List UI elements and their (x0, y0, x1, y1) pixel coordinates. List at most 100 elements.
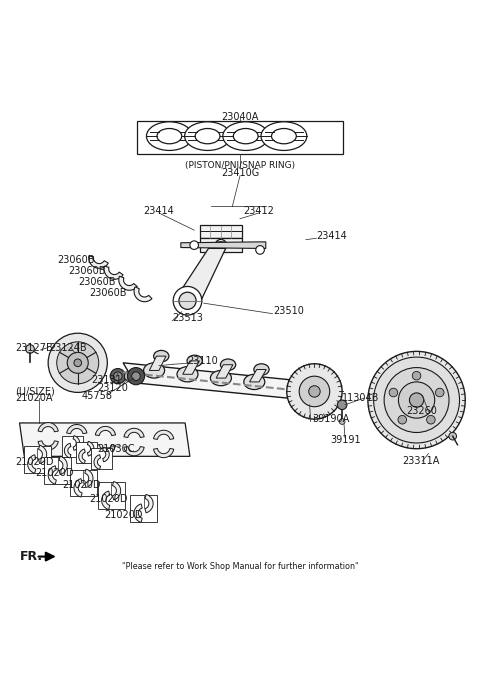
Polygon shape (134, 287, 152, 301)
Text: 21030C: 21030C (97, 443, 134, 454)
Polygon shape (87, 441, 94, 456)
Polygon shape (174, 248, 226, 301)
Circle shape (132, 372, 140, 381)
Polygon shape (200, 238, 242, 252)
Ellipse shape (223, 122, 269, 151)
Polygon shape (48, 466, 56, 484)
Circle shape (412, 371, 421, 380)
Polygon shape (124, 447, 144, 456)
Circle shape (384, 368, 449, 433)
Polygon shape (74, 479, 82, 497)
Text: 23060B: 23060B (79, 276, 116, 287)
Text: "Please refer to Work Shop Manual for further information": "Please refer to Work Shop Manual for fu… (122, 562, 358, 571)
Polygon shape (200, 224, 242, 238)
Text: 21020D: 21020D (62, 481, 101, 491)
Text: 23127B: 23127B (16, 343, 53, 353)
Bar (76, 442, 97, 463)
Text: 23510: 23510 (274, 306, 304, 316)
Polygon shape (89, 256, 108, 268)
Ellipse shape (195, 128, 220, 144)
Circle shape (409, 393, 424, 407)
Polygon shape (73, 435, 80, 450)
Bar (91, 448, 112, 468)
Text: (U/SIZE): (U/SIZE) (15, 387, 55, 396)
Circle shape (110, 368, 125, 384)
Circle shape (435, 388, 444, 397)
Text: 23060B: 23060B (89, 288, 127, 298)
Polygon shape (250, 370, 266, 382)
Circle shape (48, 333, 108, 392)
Circle shape (127, 368, 144, 385)
Text: 21020A: 21020A (15, 393, 52, 403)
Ellipse shape (157, 128, 182, 144)
Polygon shape (28, 455, 36, 473)
Text: 23412: 23412 (244, 206, 275, 216)
Polygon shape (123, 363, 307, 400)
Text: 23131: 23131 (91, 375, 122, 385)
Polygon shape (38, 441, 58, 450)
Text: 23060B: 23060B (68, 266, 106, 276)
Circle shape (373, 357, 459, 443)
Circle shape (398, 382, 435, 418)
Polygon shape (94, 455, 100, 469)
Polygon shape (216, 365, 233, 378)
Polygon shape (95, 427, 116, 435)
Bar (44, 457, 71, 483)
Circle shape (309, 386, 320, 397)
Circle shape (337, 400, 347, 410)
Bar (130, 495, 157, 522)
Polygon shape (124, 429, 144, 437)
Bar (98, 482, 124, 509)
Text: 45758: 45758 (82, 391, 113, 401)
Circle shape (427, 416, 435, 424)
Circle shape (256, 245, 264, 254)
Circle shape (368, 352, 465, 449)
Ellipse shape (220, 359, 236, 370)
Text: 23060B: 23060B (58, 255, 95, 265)
Polygon shape (64, 443, 71, 458)
Circle shape (449, 433, 456, 440)
Ellipse shape (233, 128, 258, 144)
Polygon shape (38, 445, 47, 464)
Bar (24, 446, 50, 473)
Ellipse shape (210, 370, 231, 386)
Text: 23513: 23513 (172, 314, 203, 323)
Bar (61, 436, 83, 457)
Ellipse shape (244, 375, 265, 389)
Bar (70, 470, 97, 496)
Text: 39191: 39191 (331, 435, 361, 445)
Polygon shape (103, 447, 109, 462)
Polygon shape (134, 504, 142, 523)
Polygon shape (181, 242, 266, 249)
Ellipse shape (144, 363, 165, 378)
Ellipse shape (185, 122, 230, 151)
Polygon shape (20, 423, 190, 456)
Text: 21020D: 21020D (90, 494, 128, 504)
Text: 23410G: 23410G (221, 168, 259, 178)
Polygon shape (112, 481, 120, 500)
Text: 23414: 23414 (144, 206, 174, 216)
Text: 23260: 23260 (406, 406, 437, 416)
Polygon shape (183, 361, 199, 375)
Polygon shape (38, 422, 58, 432)
Ellipse shape (254, 364, 269, 375)
Text: 23120: 23120 (97, 383, 128, 393)
Polygon shape (145, 494, 153, 513)
Text: 23124B: 23124B (49, 343, 87, 353)
Text: 23311A: 23311A (402, 456, 440, 466)
Text: 21020D: 21020D (104, 510, 143, 520)
Polygon shape (104, 266, 123, 279)
Ellipse shape (177, 366, 198, 382)
Polygon shape (59, 456, 67, 475)
Polygon shape (67, 425, 87, 434)
Text: FR.: FR. (20, 550, 43, 563)
Text: 21020D: 21020D (15, 456, 53, 466)
Text: 23040A: 23040A (221, 112, 259, 122)
Circle shape (339, 418, 345, 425)
Circle shape (74, 359, 82, 366)
Circle shape (67, 352, 88, 373)
Ellipse shape (261, 122, 307, 151)
Circle shape (179, 292, 196, 310)
Circle shape (389, 388, 398, 397)
Text: 39190A: 39190A (312, 414, 350, 424)
